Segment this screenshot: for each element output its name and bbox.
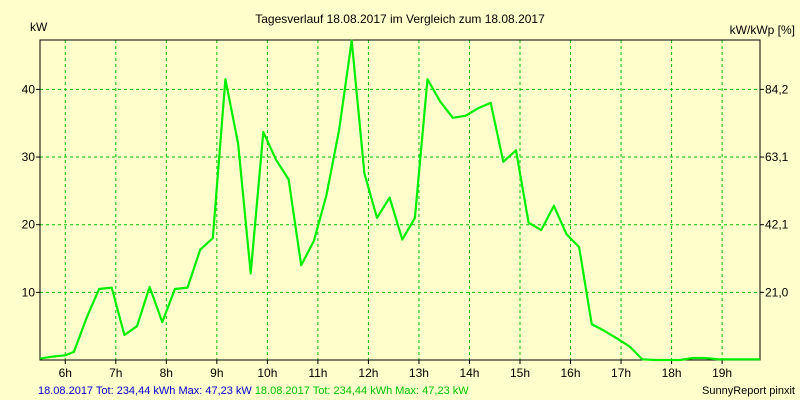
x-tick-label-4: 10h	[257, 366, 277, 380]
y-left-tick-label-3: 40	[22, 82, 36, 96]
x-tick-label-7: 13h	[409, 366, 429, 380]
y-left-tick-label-2: 30	[22, 150, 36, 164]
footer-credit: SunnyReport pinxit	[702, 385, 795, 397]
y-axis-left: 10 20 30 40	[22, 82, 40, 299]
x-tick-label-2: 8h	[160, 366, 173, 380]
x-tick-label-8: 14h	[459, 366, 479, 380]
y-left-tick-label-1: 20	[22, 218, 36, 232]
x-tick-label-6: 12h	[358, 366, 378, 380]
x-tick-label-0: 6h	[59, 366, 72, 380]
footer-summary-blue: 18.08.2017 Tot: 234,44 kWh Max: 47,23 kW…	[38, 385, 469, 397]
chart-title: Tagesverlauf 18.08.2017 im Vergleich zum…	[255, 12, 545, 26]
series-line-0	[39, 39, 760, 362]
series-group	[39, 39, 760, 362]
x-tick-label-5: 11h	[308, 366, 327, 380]
grid	[40, 40, 760, 360]
y-right-tick-label-2: 63,1	[765, 150, 789, 164]
footer-summary-green: 18.08.2017 Tot: 234,44 kWh Max: 47,23 kW	[255, 385, 469, 397]
y-left-tick-label-0: 10	[22, 285, 36, 299]
x-tick-label-10: 16h	[561, 366, 581, 380]
x-axis: 6h 7h 8h 9h 10h 11h 12h 13h 14h 15h 16h 17h 18h 19h	[59, 360, 732, 380]
y-right-tick-label-1: 42,1	[765, 218, 789, 232]
x-tick-label-9: 15h	[510, 366, 530, 380]
x-tick-label-1: 7h	[109, 366, 122, 380]
y-right-tick-label-0: 21,0	[765, 285, 789, 299]
y-axis-left-label: kW	[30, 20, 48, 34]
y-axis-right: 21,0 42,1 63,1 84,2	[760, 82, 789, 299]
footer-summary-blue-text: 18.08.2017 Tot: 234,44 kWh Max: 47,23 kW	[38, 385, 252, 397]
x-tick-label-13: 19h	[712, 366, 732, 380]
x-tick-label-11: 17h	[611, 366, 631, 380]
x-tick-label-12: 18h	[662, 366, 682, 380]
x-tick-label-3: 9h	[210, 366, 223, 380]
y-axis-right-label: kW/kWp [%]	[730, 23, 795, 37]
plot-area	[39, 39, 761, 361]
y-right-tick-label-3: 84,2	[765, 82, 789, 96]
